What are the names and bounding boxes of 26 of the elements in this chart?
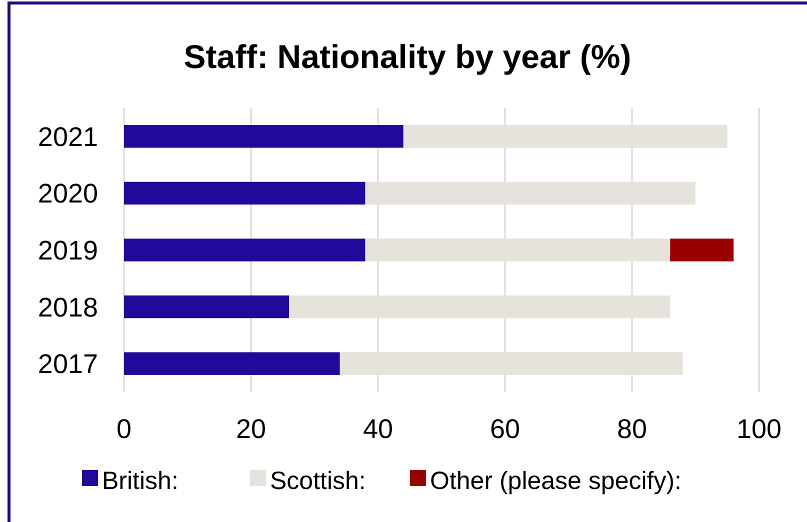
bar (124, 295, 290, 318)
x-tick-label: 20 (236, 414, 266, 444)
bar (365, 182, 696, 205)
y-tick-label: 2021 (38, 122, 98, 152)
legend-label: British: (102, 466, 178, 495)
bar (124, 125, 404, 148)
bar (289, 295, 670, 318)
bar (124, 352, 340, 375)
bar (403, 125, 728, 148)
x-tick-label: 40 (362, 414, 394, 444)
y-tick-label: 2018 (38, 292, 98, 322)
x-tick-label: 60 (490, 414, 520, 444)
y-tick-label: 2019 (38, 235, 98, 266)
x-tick-label: 80 (616, 414, 648, 444)
chart-title: Staff: Nationality by year (%) (184, 38, 632, 75)
y-tick-label: 2020 (38, 178, 98, 209)
y-tick-label: 2017 (38, 349, 98, 380)
legend-label: Scottish: (270, 466, 366, 495)
legend-label: Other (please specify): (430, 466, 682, 495)
bar (670, 238, 734, 262)
bar (124, 182, 366, 205)
bar (340, 352, 683, 375)
x-tick-label: 100 (736, 414, 782, 444)
bar (124, 238, 366, 262)
x-tick-label: 0 (116, 414, 132, 444)
bar (365, 238, 670, 262)
